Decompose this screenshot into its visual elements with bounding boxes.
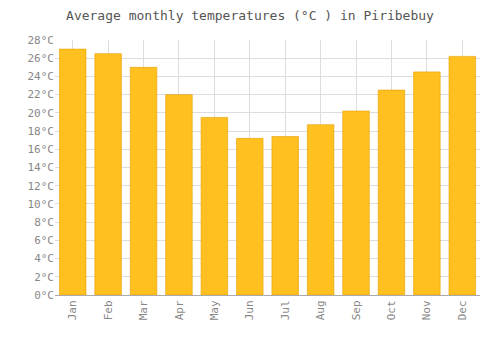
svg-text:0°C: 0°C [34,289,54,302]
svg-text:12°C: 12°C [28,180,55,193]
svg-text:Aug: Aug [314,300,327,320]
svg-text:Mar: Mar [137,300,150,320]
svg-text:28°C: 28°C [28,34,55,47]
svg-text:8°C: 8°C [34,216,54,229]
svg-text:2°C: 2°C [34,271,54,284]
svg-text:Apr: Apr [173,300,186,320]
svg-text:26°C: 26°C [28,52,55,65]
svg-text:Feb: Feb [102,300,115,320]
svg-text:Jun: Jun [243,300,256,320]
svg-text:Dec: Dec [456,300,469,320]
svg-text:20°C: 20°C [28,107,55,120]
svg-text:10°C: 10°C [28,198,55,211]
svg-text:16°C: 16°C [28,143,55,156]
svg-text:14°C: 14°C [28,161,55,174]
svg-text:Jul: Jul [279,300,292,320]
svg-text:6°C: 6°C [34,234,54,247]
svg-text:Jan: Jan [66,300,79,320]
svg-text:24°C: 24°C [28,70,55,83]
svg-text:Average monthly temperatures (: Average monthly temperatures (°C ) in Pi… [66,8,434,23]
svg-text:4°C: 4°C [34,252,54,265]
svg-text:18°C: 18°C [28,125,55,138]
svg-text:Oct: Oct [385,300,398,320]
svg-text:May: May [208,300,221,320]
svg-text:Nov: Nov [420,300,433,320]
svg-text:22°C: 22°C [28,88,55,101]
svg-text:Sep: Sep [350,300,363,320]
